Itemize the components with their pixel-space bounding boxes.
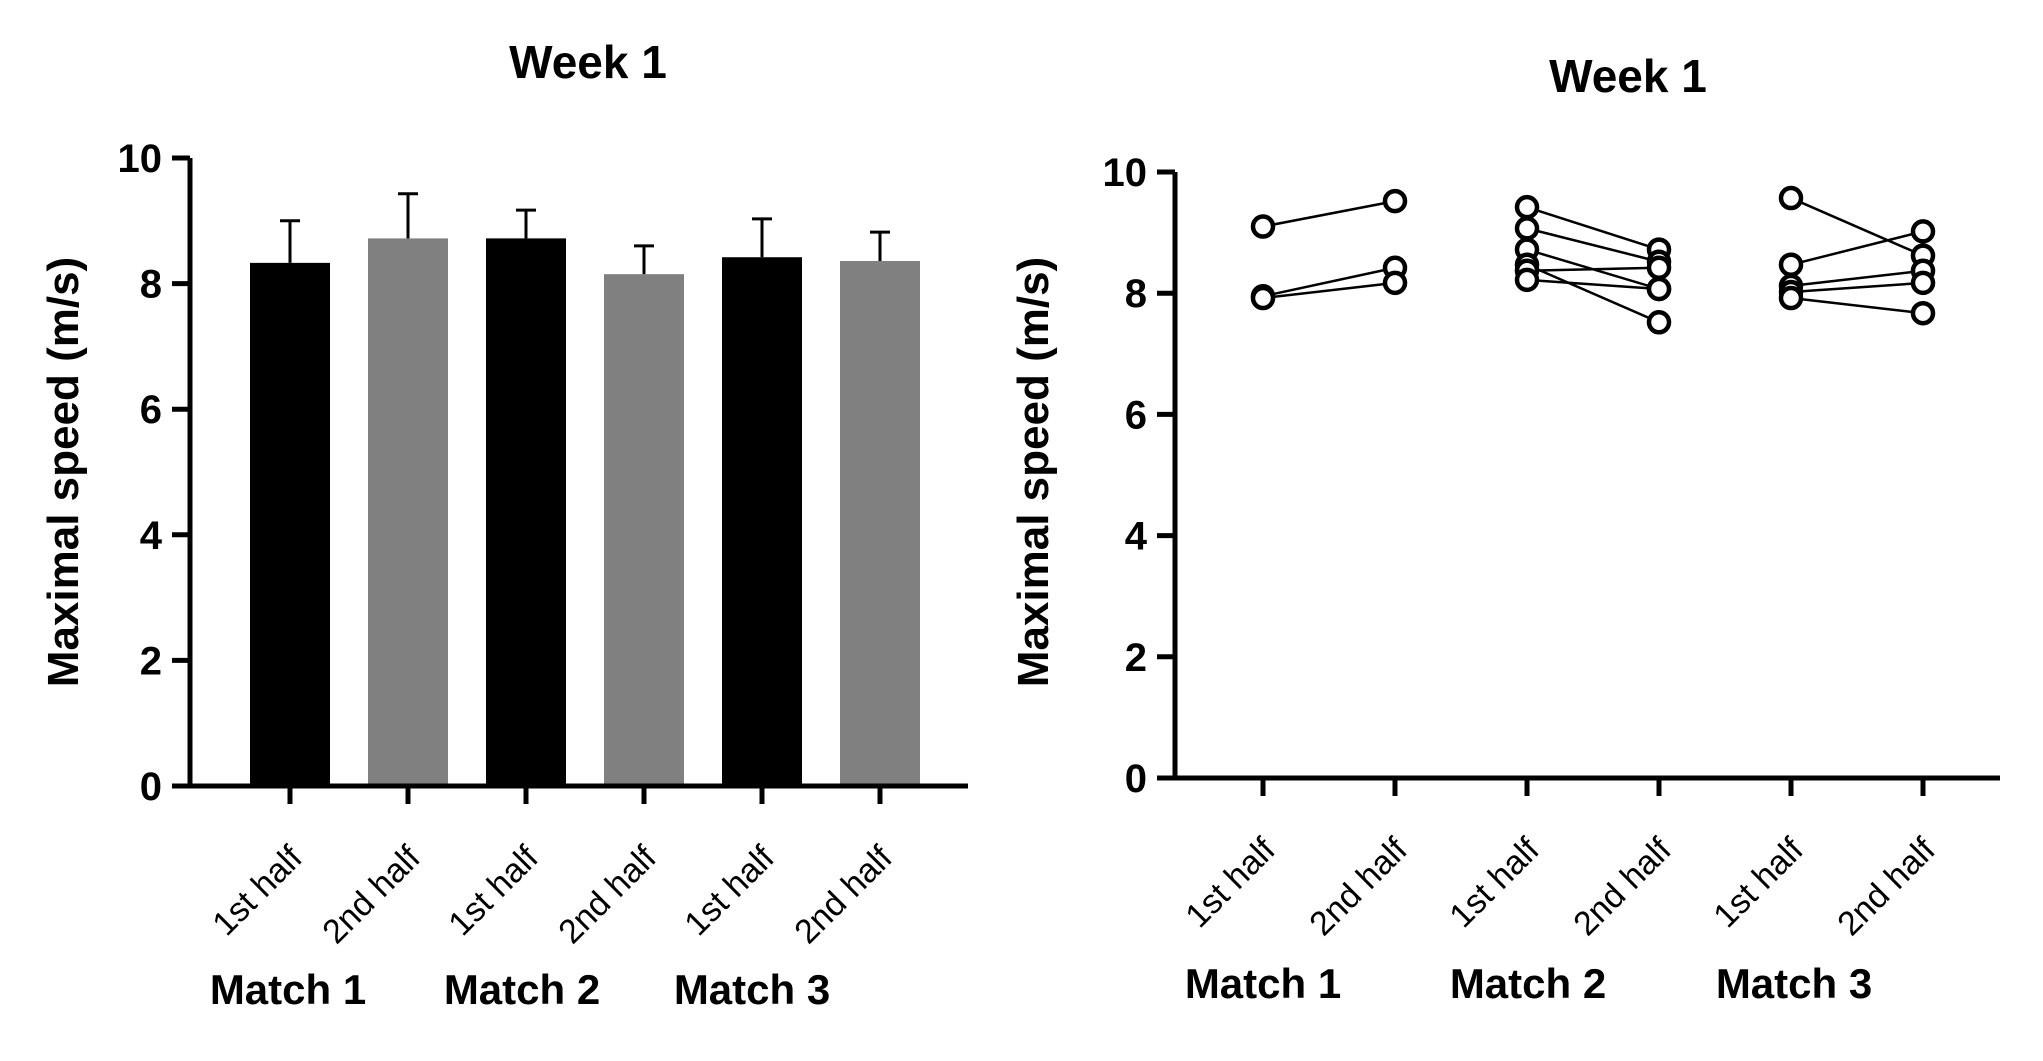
x-tick-label: 1st half (205, 838, 310, 943)
bar (368, 238, 448, 786)
data-point (1778, 285, 1804, 311)
pair-line (1790, 269, 1924, 288)
pair-line (1790, 281, 1924, 294)
pair-line (1262, 199, 1396, 228)
pair-line (1262, 266, 1396, 298)
data-point (1910, 300, 1936, 326)
data-point (1250, 285, 1276, 311)
chart-title: Week 1 (509, 36, 667, 88)
data-point (1382, 188, 1408, 214)
group-label: Match 3 (1716, 960, 1872, 1007)
pair-line (1526, 227, 1660, 263)
pair-line (1790, 230, 1924, 266)
data-point (1250, 214, 1276, 239)
x-tick-label: 2nd half (787, 838, 900, 951)
y-tick-label: 0 (140, 765, 162, 809)
group-label: Match 2 (444, 966, 600, 1013)
data-point (1382, 270, 1408, 296)
bar (604, 274, 684, 786)
pair-line (1526, 266, 1660, 273)
data-point (1646, 276, 1672, 302)
x-tick-label: 1st half (677, 838, 782, 943)
y-tick-label: 10 (118, 137, 163, 181)
paired-scatter-chart: Week 1 Maximal speed (m/s) 0 2 4 6 8 10 1st half… (1009, 50, 2000, 1007)
data-point (1514, 194, 1540, 220)
x-tick-label: 2nd half (1830, 830, 1943, 943)
bar (722, 257, 802, 786)
pair-line (1790, 196, 1924, 257)
group-label: Match 2 (1450, 960, 1606, 1007)
data-point (1514, 216, 1540, 241)
group-label: Match 3 (674, 966, 830, 1013)
y-tick-label: 4 (140, 514, 163, 558)
data-point (1778, 185, 1804, 211)
y-axis-label: Maximal speed (m/s) (1009, 257, 1058, 687)
y-axis-label: Maximal speed (m/s) (39, 257, 88, 687)
x-tick-label: 2nd half (1302, 830, 1415, 943)
bar (840, 260, 920, 786)
y-tick-label: 6 (140, 388, 162, 432)
bar (250, 262, 330, 787)
x-tick-label: 1st half (441, 838, 546, 943)
data-point (1778, 252, 1804, 277)
x-tick-label: 2nd half (315, 838, 428, 951)
pair-line (1526, 278, 1660, 291)
x-tick-label: 1st half (1706, 830, 1811, 935)
y-tick-label: 8 (1125, 272, 1147, 316)
y-tick-label: 6 (1125, 393, 1147, 437)
group-label: Match 1 (210, 966, 366, 1013)
data-point (1514, 267, 1540, 293)
y-tick-label: 2 (140, 639, 162, 683)
y-tick-label: 0 (1125, 757, 1147, 801)
y-tick-label: 2 (1125, 636, 1147, 680)
x-tick-label: 2nd half (1566, 830, 1679, 943)
data-point (1646, 310, 1672, 335)
data-point (1646, 255, 1672, 280)
data-point (1910, 219, 1936, 244)
pair-line (1790, 296, 1924, 315)
pair-line (1526, 205, 1660, 251)
chart-title: Week 1 (1549, 50, 1707, 102)
pair-line (1526, 263, 1660, 324)
x-tick-label: 2nd half (551, 838, 664, 951)
bar-chart: Week 1 Maximal speed (m/s) 0 2 4 6 8 10 1st half… (39, 36, 968, 1013)
y-tick-label: 4 (1125, 515, 1148, 559)
pair-line (1262, 281, 1396, 300)
y-tick-label: 10 (1103, 151, 1148, 195)
data-point (1910, 270, 1936, 296)
bar (486, 238, 566, 786)
group-label: Match 1 (1185, 960, 1341, 1007)
y-tick-label: 8 (140, 263, 162, 307)
x-tick-label: 1st half (1442, 830, 1547, 935)
x-tick-label: 1st half (1178, 830, 1283, 935)
